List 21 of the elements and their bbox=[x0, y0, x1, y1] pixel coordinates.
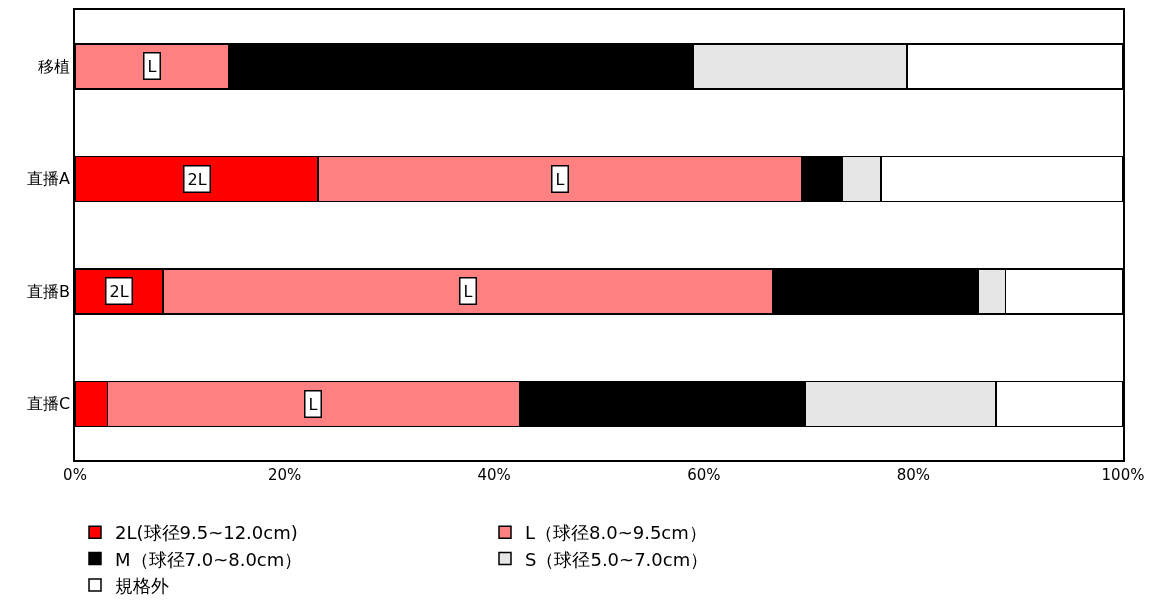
legend-label: 2L(球径9.5~12.0cm) bbox=[115, 522, 298, 544]
x-tick-label: 100% bbox=[1101, 465, 1145, 484]
x-tick-label: 20% bbox=[267, 465, 302, 484]
legend-label: 規格外 bbox=[115, 575, 169, 597]
annotation: L bbox=[463, 281, 473, 301]
y-tick-label: 直播A bbox=[27, 169, 71, 189]
annotation: L bbox=[555, 169, 565, 189]
annotation: 2L bbox=[109, 281, 129, 301]
legend-label: M（球径7.0~8.0cm） bbox=[115, 548, 303, 570]
y-tick-label: 直播B bbox=[27, 281, 71, 301]
legend-label: L（球径8.0~9.5cm） bbox=[525, 522, 707, 544]
x-tick-label: 80% bbox=[896, 465, 931, 484]
annotation: 2L bbox=[187, 169, 207, 189]
y-tick-label: 直播C bbox=[26, 394, 71, 414]
x-tick-label: 0% bbox=[63, 465, 87, 484]
annotation: L bbox=[147, 56, 157, 76]
legend-label: S（球径5.0~7.0cm） bbox=[525, 548, 709, 570]
y-tick-label: 移植 bbox=[38, 56, 71, 76]
x-tick-label: 60% bbox=[687, 465, 721, 484]
x-tick-label: 40% bbox=[477, 465, 511, 484]
annotation: L bbox=[308, 394, 318, 414]
